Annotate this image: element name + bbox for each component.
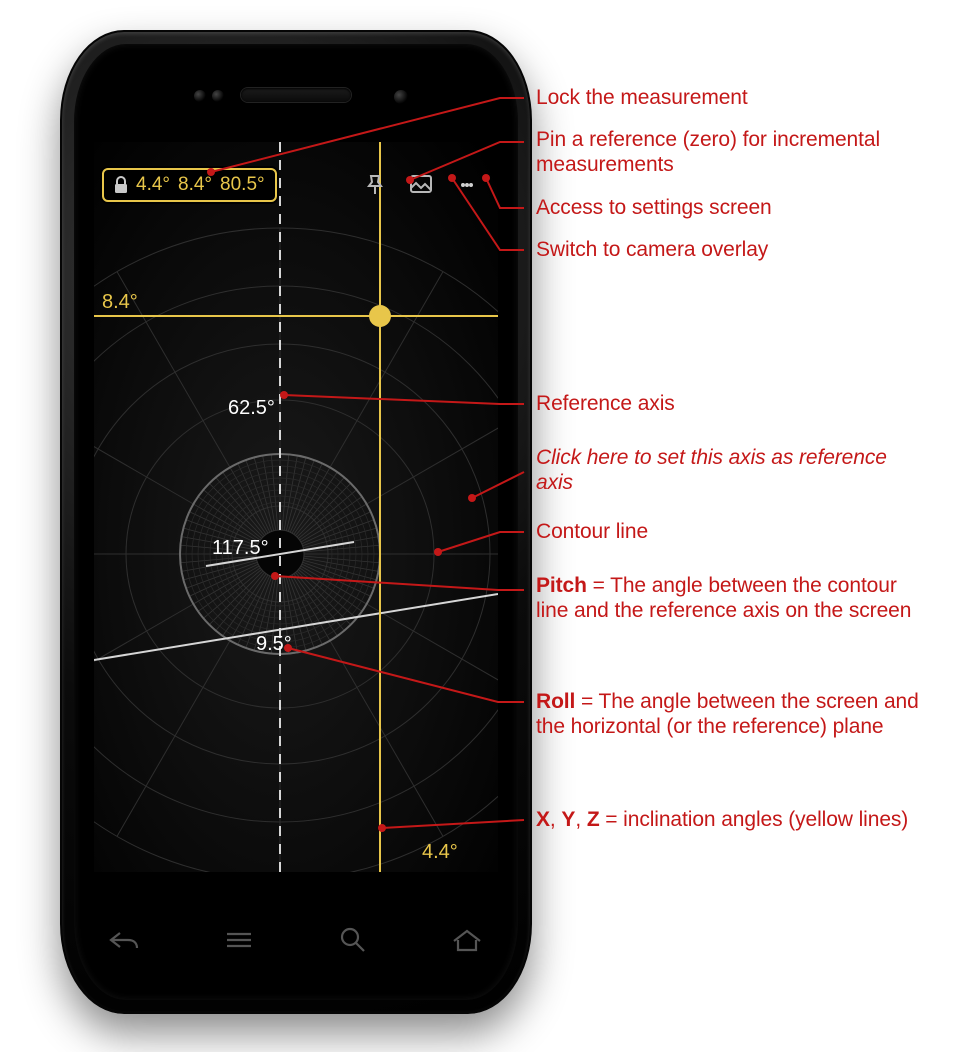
annotation-xyz: X, Y, Z = inclination angles (yellow lin… <box>536 808 916 833</box>
readout-z: 80.5° <box>220 174 265 196</box>
svg-text:8.4°: 8.4° <box>102 291 138 313</box>
back-softkey-icon[interactable] <box>106 926 144 954</box>
lock-icon <box>114 176 128 194</box>
camera-overlay-icon[interactable] <box>408 172 434 198</box>
measurement-readout[interactable]: 4.4° 8.4° 80.5° <box>102 168 277 202</box>
app-screen[interactable]: 8.4° 4.4° 62.5° 117.5° 9.5° 4.4° 8.4° 80.5° <box>94 142 498 872</box>
top-toolbar: 4.4° 8.4° 80.5° <box>102 162 490 208</box>
sensor-dot-icon <box>212 90 224 102</box>
readout-y: 8.4° <box>178 174 212 196</box>
annotation-camera-overlay: Switch to camera overlay <box>536 238 768 263</box>
annotation-lock: Lock the measurement <box>536 86 748 111</box>
svg-text:62.5°: 62.5° <box>228 397 275 419</box>
annotation-roll: Roll = The angle between the screen and … <box>536 690 946 740</box>
clinometer-canvas[interactable]: 8.4° 4.4° 62.5° 117.5° 9.5° <box>94 142 498 872</box>
more-vert-icon[interactable] <box>454 172 480 198</box>
toolbar-right <box>362 162 490 208</box>
svg-text:4.4°: 4.4° <box>422 841 458 863</box>
svg-text:9.5°: 9.5° <box>256 633 292 655</box>
phone-device: 8.4° 4.4° 62.5° 117.5° 9.5° 4.4° 8.4° 80.5° <box>60 30 532 1014</box>
annotation-pitch: Pitch = The angle between the contour li… <box>536 574 931 624</box>
annotation-pin: Pin a reference (zero) for incremental m… <box>536 128 916 178</box>
annotation-contour-line: Contour line <box>536 520 648 545</box>
readout-x: 4.4° <box>136 174 170 196</box>
softkey-bar <box>106 926 486 954</box>
annotation-click-axis: Click here to set this axis as reference… <box>536 446 906 496</box>
annotation-reference-axis: Reference axis <box>536 392 675 417</box>
sensor-dot-icon <box>194 90 206 102</box>
earpiece-grill <box>241 88 351 102</box>
search-softkey-icon[interactable] <box>334 926 372 954</box>
annotation-settings: Access to settings screen <box>536 196 772 221</box>
pin-icon[interactable] <box>362 172 388 198</box>
menu-softkey-icon[interactable] <box>220 926 258 954</box>
home-softkey-icon[interactable] <box>448 926 486 954</box>
front-camera-icon <box>394 90 408 104</box>
svg-text:117.5°: 117.5° <box>212 537 269 559</box>
